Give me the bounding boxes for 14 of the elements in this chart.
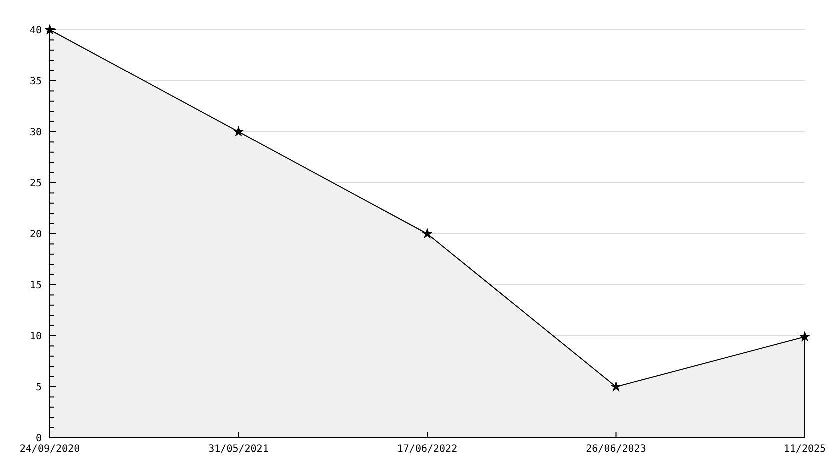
y-tick-label: 15 — [30, 280, 42, 292]
x-tick-label: 17/06/2022 — [397, 444, 458, 455]
y-tick-label: 40 — [30, 26, 42, 36]
x-tick-label: 11/2025 — [784, 444, 826, 455]
x-tick-label: 26/06/2023 — [586, 444, 646, 455]
y-tick-label: 10 — [30, 332, 42, 342]
y-tick-label: 0 — [36, 434, 42, 444]
y-tick-label: 30 — [30, 128, 42, 138]
x-tick-label: 24/09/2020 — [20, 444, 80, 455]
x-tick-label: 31/05/2021 — [208, 444, 269, 455]
y-tick-label: 35 — [30, 76, 42, 88]
y-tick-label: 5 — [36, 382, 42, 394]
y-tick-label: 20 — [30, 230, 42, 240]
y-tick-label: 25 — [30, 178, 42, 190]
